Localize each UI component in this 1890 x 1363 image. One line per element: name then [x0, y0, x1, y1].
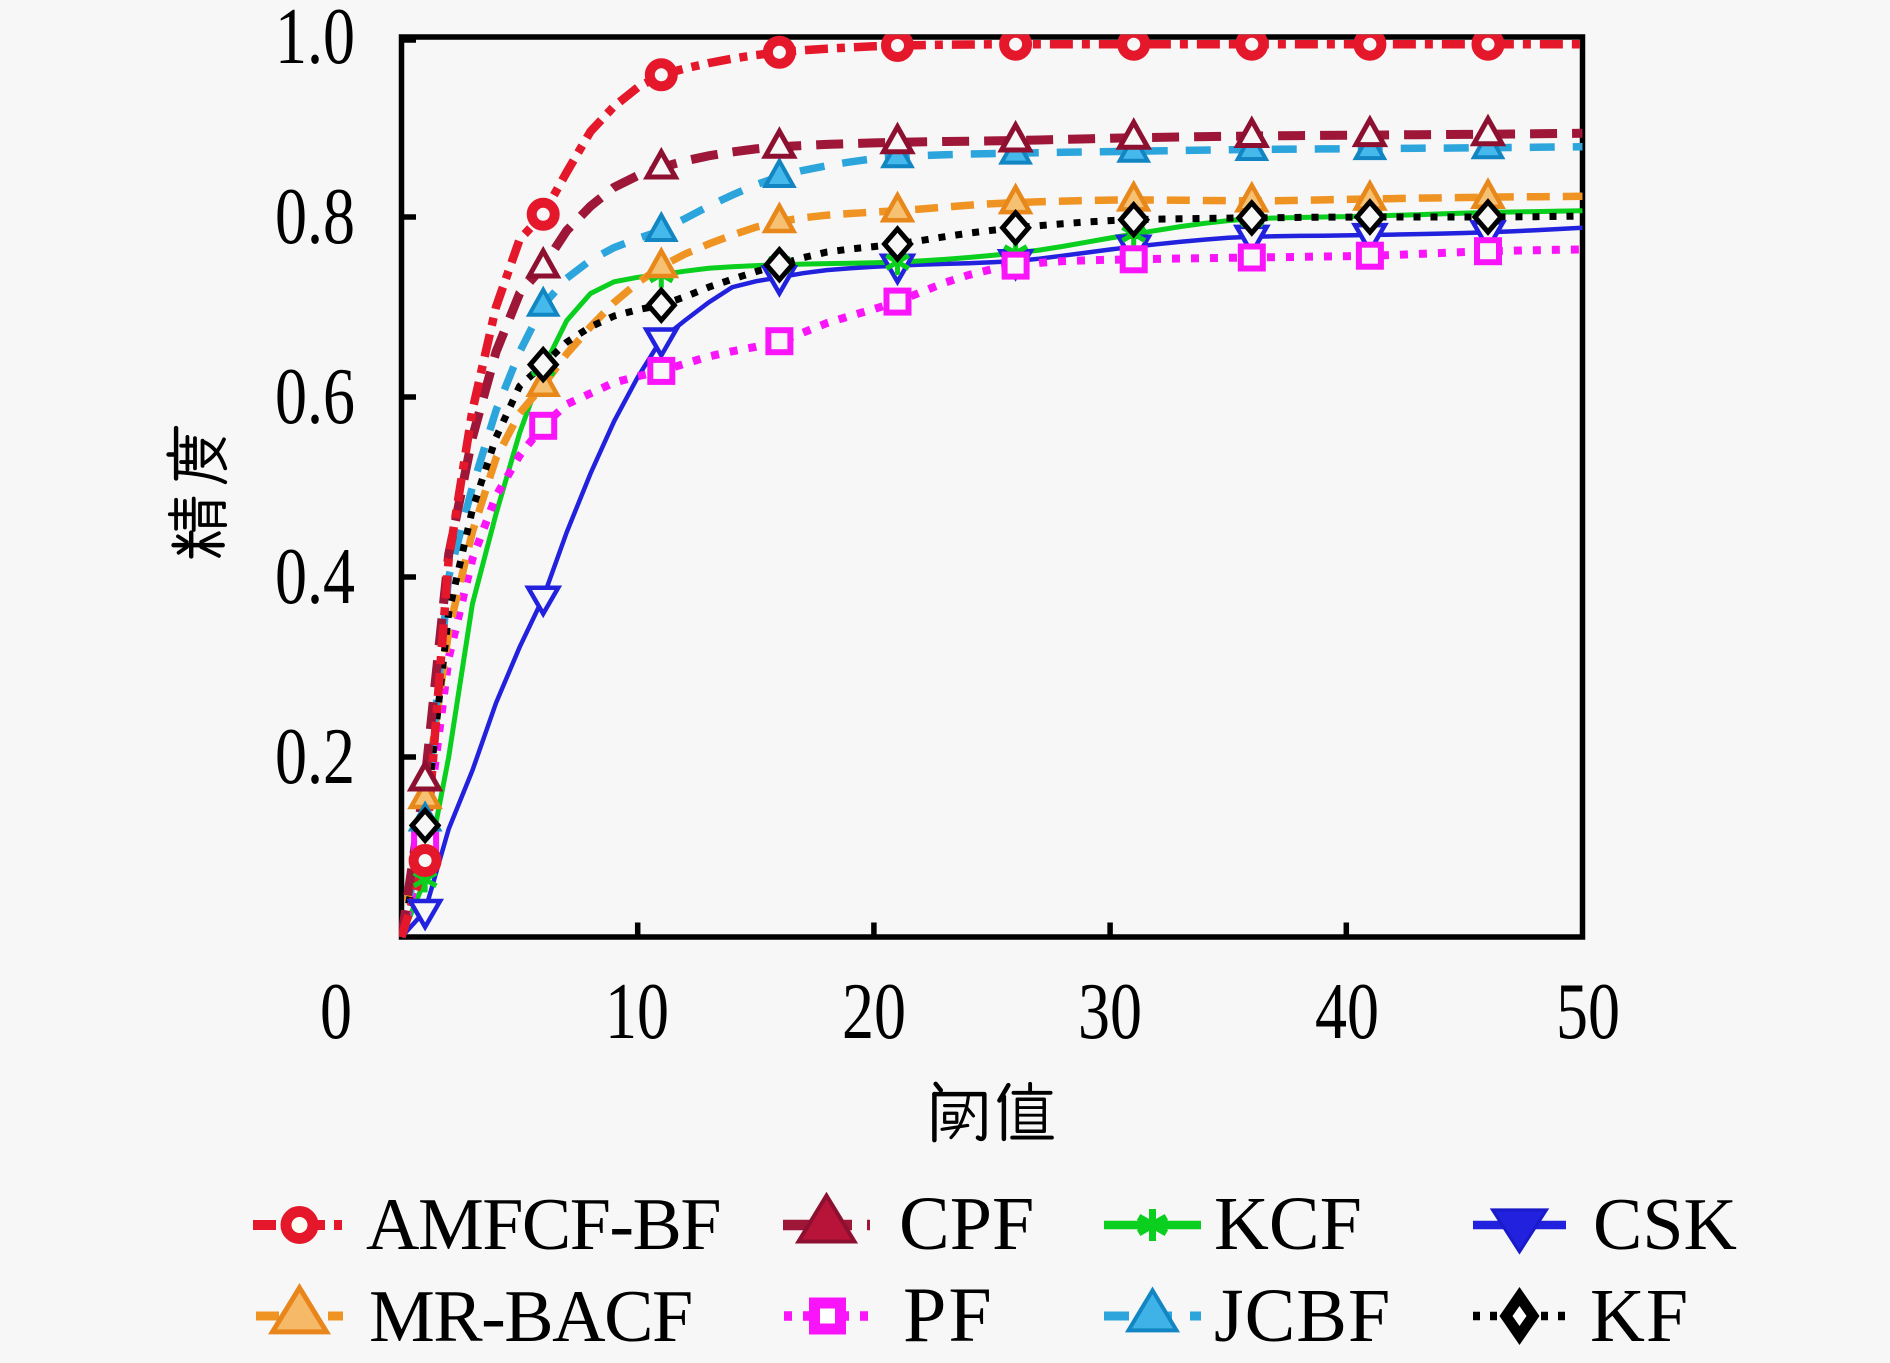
svg-text:0.6: 0.6: [275, 351, 355, 440]
svg-text:KCF: KCF: [1214, 1182, 1362, 1266]
svg-text:0.2: 0.2: [275, 711, 355, 800]
svg-text:0.8: 0.8: [275, 171, 355, 260]
svg-text:40: 40: [1315, 966, 1379, 1055]
svg-text:PF: PF: [903, 1271, 994, 1358]
svg-text:50: 50: [1556, 966, 1620, 1055]
svg-text:KF: KF: [1590, 1274, 1689, 1358]
svg-text:JCBF: JCBF: [1214, 1274, 1391, 1358]
svg-text:1.0: 1.0: [275, 0, 355, 81]
svg-text:CSK: CSK: [1593, 1184, 1737, 1266]
svg-text:AMFCF-BF: AMFCF-BF: [366, 1184, 720, 1266]
svg-text:30: 30: [1078, 966, 1142, 1055]
svg-text:0: 0: [320, 966, 352, 1055]
svg-text:MR-BACF: MR-BACF: [369, 1276, 692, 1358]
svg-text:CPF: CPF: [899, 1182, 1034, 1266]
svg-text:0.4: 0.4: [275, 531, 355, 620]
svg-text:20: 20: [842, 966, 906, 1055]
svg-text:10: 10: [605, 966, 669, 1055]
